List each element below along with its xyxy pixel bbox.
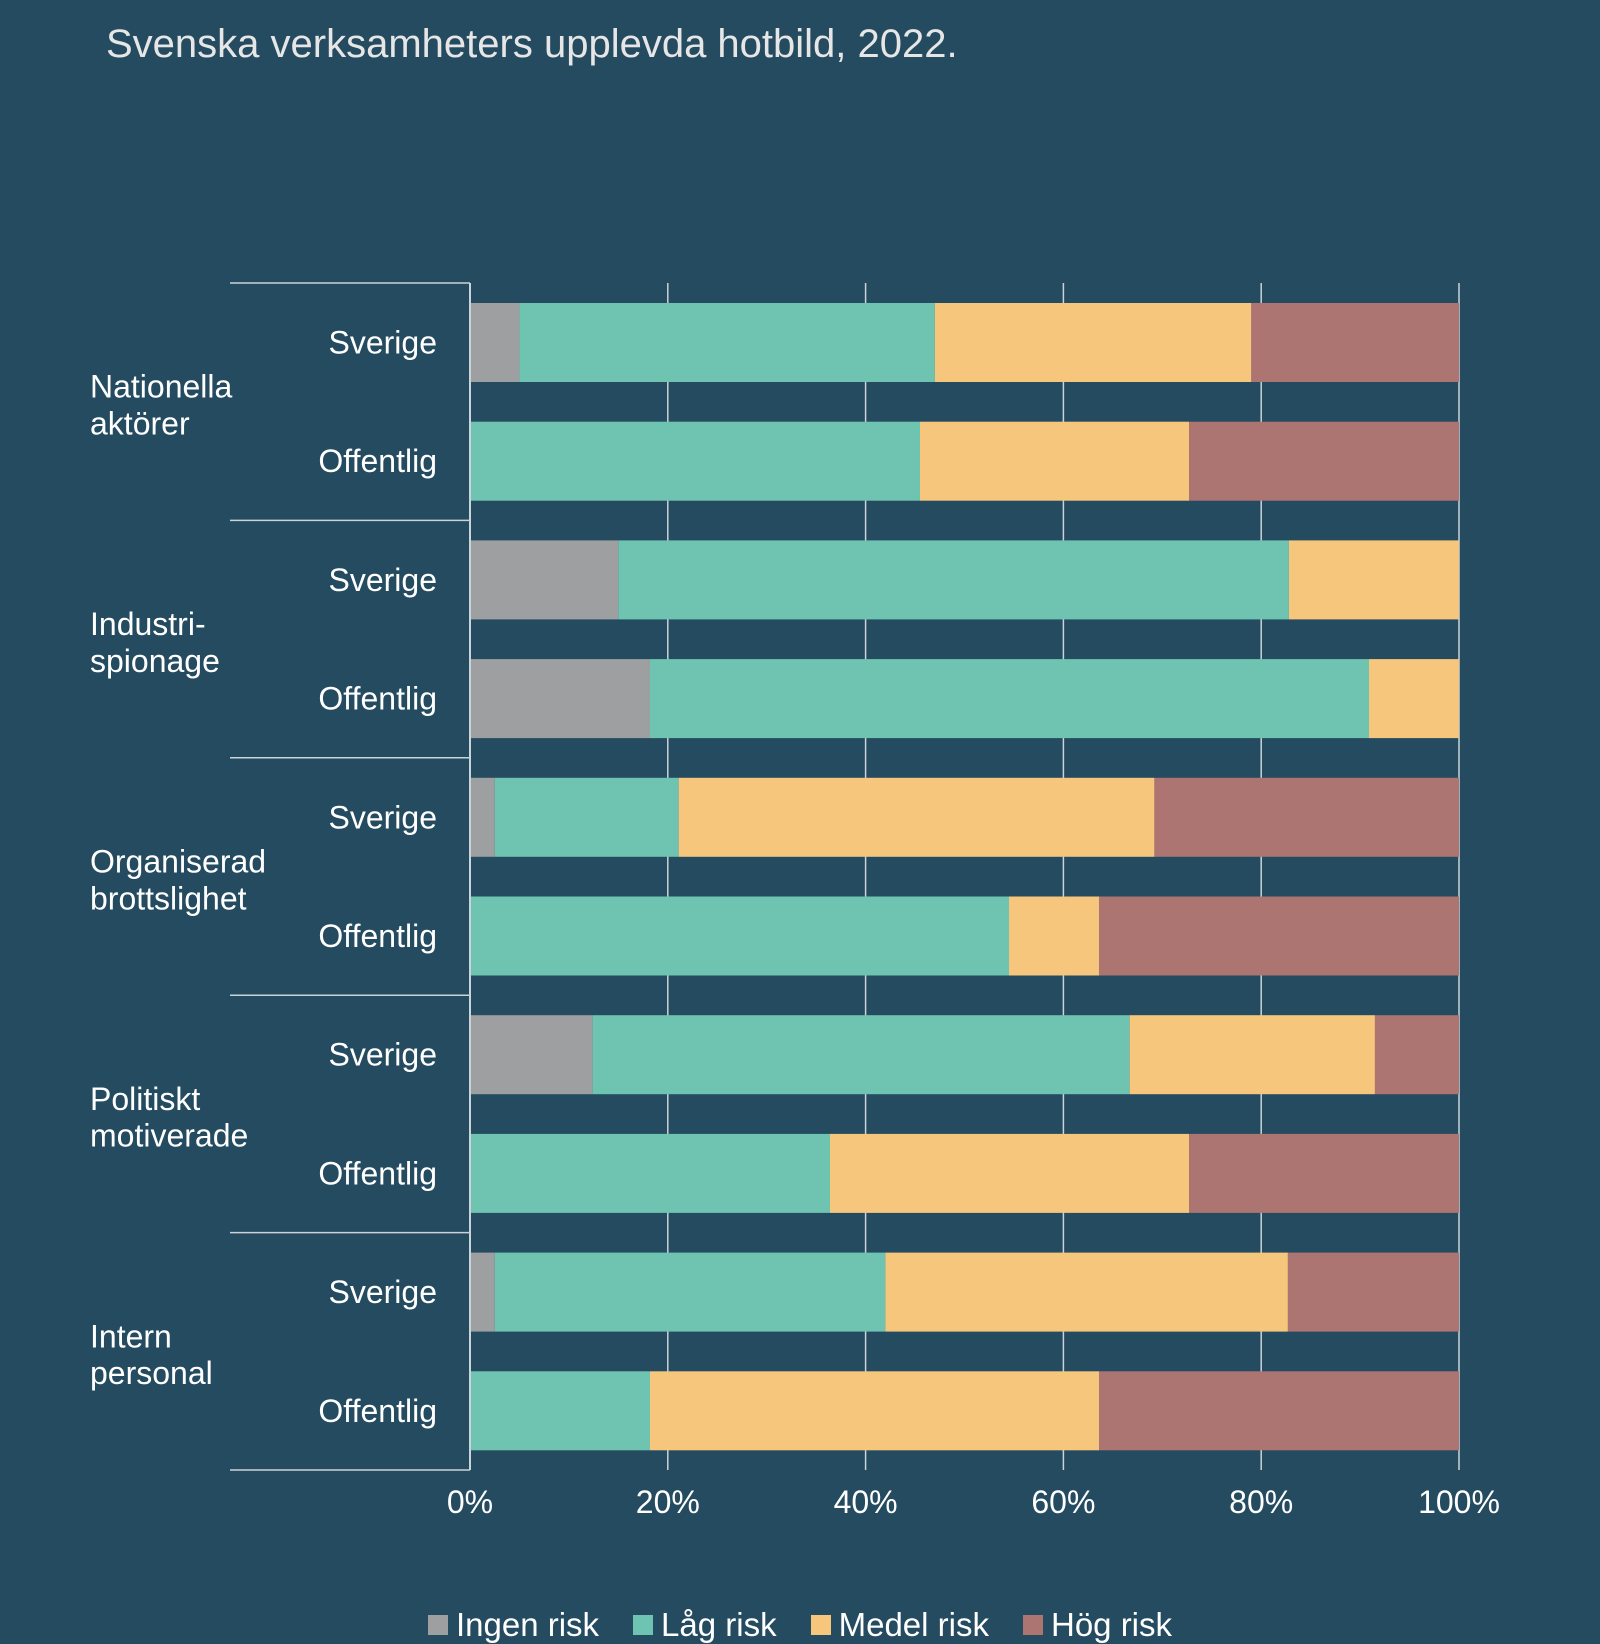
bar-segment-hög-risk	[1287, 1252, 1459, 1332]
group-label: Politiskt motiverade	[90, 1081, 248, 1154]
bar-segment-ingen-risk	[470, 1252, 495, 1332]
group-label-line: Nationella	[90, 369, 233, 405]
legend-label: Hög risk	[1050, 1606, 1173, 1643]
bar-segment-hög-risk	[1251, 303, 1459, 382]
group-label-line: Intern	[90, 1318, 172, 1354]
x-tick-label: 100%	[1418, 1484, 1500, 1520]
category-label: Offentlig	[318, 918, 437, 954]
bar-segment-hög-risk	[1099, 1371, 1459, 1451]
group-label-line: personal	[90, 1355, 213, 1391]
bar-segment-låg-risk	[470, 1133, 830, 1213]
bar-segment-låg-risk	[494, 777, 679, 857]
bar-segment-hög-risk	[1189, 421, 1459, 501]
legend: Ingen risk Låg risk Medel risk Hög risk	[0, 1606, 1600, 1644]
bar-segment-låg-risk	[470, 421, 920, 501]
bar-segment-medel-risk	[885, 1252, 1288, 1332]
legend-swatch	[633, 1615, 654, 1635]
category-label: Sverige	[329, 799, 438, 835]
bar-segment-hög-risk	[1189, 1133, 1459, 1213]
group-label-line: Organiserad	[90, 844, 266, 880]
group-label: Organiserad brottslighet	[90, 844, 266, 917]
bar-segment-medel-risk	[1288, 540, 1459, 620]
group-label-line: spionage	[90, 643, 220, 679]
bar-segment-medel-risk	[1129, 1015, 1375, 1095]
category-label: Sverige	[329, 1037, 438, 1073]
category-label: Sverige	[329, 1274, 438, 1310]
bar-segment-låg-risk	[592, 1015, 1130, 1095]
bar-segment-hög-risk	[1374, 1015, 1459, 1095]
bar-segment-låg-risk	[649, 659, 1370, 739]
bar-segment-ingen-risk	[470, 303, 520, 382]
bar-segment-medel-risk	[829, 1133, 1190, 1213]
category-label: Offentlig	[318, 1393, 437, 1429]
category-label: Offentlig	[318, 681, 437, 717]
bar-segment-hög-risk	[1154, 777, 1459, 857]
group-label-line: motiverade	[90, 1118, 248, 1154]
bar-segment-låg-risk	[470, 1371, 650, 1451]
bar-segment-låg-risk	[470, 896, 1010, 976]
bar-segment-ingen-risk	[470, 540, 619, 620]
legend-item: Ingen risk	[427, 1606, 600, 1644]
category-label: Sverige	[329, 562, 438, 598]
chart-title: Svenska verksamheters upplevda hotbild, …	[106, 22, 958, 66]
legend-swatch	[810, 1615, 831, 1635]
bar-segment-medel-risk	[649, 1371, 1100, 1451]
x-tick-label: 80%	[1229, 1484, 1293, 1520]
bar-segment-ingen-risk	[470, 1015, 593, 1095]
category-label: Sverige	[329, 325, 438, 361]
legend-item: Hög risk	[1022, 1606, 1173, 1644]
bar-segment-ingen-risk	[470, 659, 650, 739]
legend-swatch	[427, 1615, 448, 1635]
bar-segment-hög-risk	[1099, 896, 1459, 976]
bar-segment-medel-risk	[919, 421, 1190, 501]
legend-swatch	[1022, 1615, 1043, 1635]
group-label: Nationella aktörer	[90, 369, 233, 442]
legend-item: Låg risk	[633, 1606, 777, 1644]
bar-segment-låg-risk	[519, 303, 935, 382]
legend-label: Ingen risk	[455, 1606, 600, 1643]
bar-segment-medel-risk	[1009, 896, 1100, 976]
group-label: Intern personal	[90, 1318, 213, 1391]
group-label-line: aktörer	[90, 406, 190, 442]
group-label-line: Politiskt	[90, 1081, 200, 1117]
bar-segment-låg-risk	[618, 540, 1289, 620]
bar-segment-ingen-risk	[470, 777, 495, 857]
category-label: Offentlig	[318, 1155, 437, 1191]
group-label: Industri-spionage	[90, 606, 220, 679]
group-label-line: brottslighet	[90, 880, 247, 916]
legend-label: Medel risk	[838, 1606, 989, 1643]
x-tick-label: 20%	[636, 1484, 700, 1520]
x-tick-label: 60%	[1031, 1484, 1095, 1520]
legend-item: Medel risk	[810, 1606, 989, 1644]
bar-segment-medel-risk	[934, 303, 1252, 382]
x-tick-label: 40%	[834, 1484, 898, 1520]
category-label: Offentlig	[318, 443, 437, 479]
bar-segment-låg-risk	[494, 1252, 886, 1332]
legend-label: Låg risk	[661, 1606, 777, 1643]
bar-segment-medel-risk	[1369, 659, 1459, 739]
x-tick-label: 0%	[447, 1484, 493, 1520]
bar-segment-medel-risk	[678, 777, 1155, 857]
group-label-line: Industri-	[90, 606, 206, 642]
